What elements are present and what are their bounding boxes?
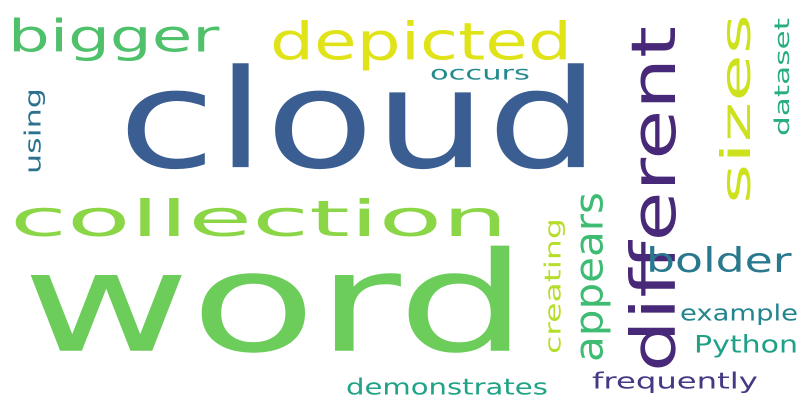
cloud-word-cloud: cloud: [118, 41, 600, 200]
cloud-word-python: Python: [694, 331, 798, 358]
cloud-word-creating: creating: [540, 218, 566, 354]
cloud-word-example: example: [680, 300, 798, 326]
cloud-word-appears: appears: [566, 192, 612, 362]
cloud-word-demonstrates: demonstrates: [346, 375, 548, 400]
cloud-word-using: using: [21, 88, 46, 174]
cloud-word-bolder: bolder: [646, 240, 792, 280]
cloud-word-collection: collection: [10, 191, 508, 248]
cloud-word-frequently: frequently: [592, 368, 758, 394]
cloud-word-occurs: occurs: [430, 62, 530, 84]
cloud-word-dataset: dataset: [770, 18, 794, 136]
cloud-word-word: word: [22, 223, 528, 384]
cloud-word-bigger: bigger: [8, 11, 220, 62]
cloud-word-depicted: depicted: [270, 13, 572, 73]
cloud-word-different: different: [619, 26, 691, 372]
cloud-word-sizes: sizes: [712, 14, 760, 204]
